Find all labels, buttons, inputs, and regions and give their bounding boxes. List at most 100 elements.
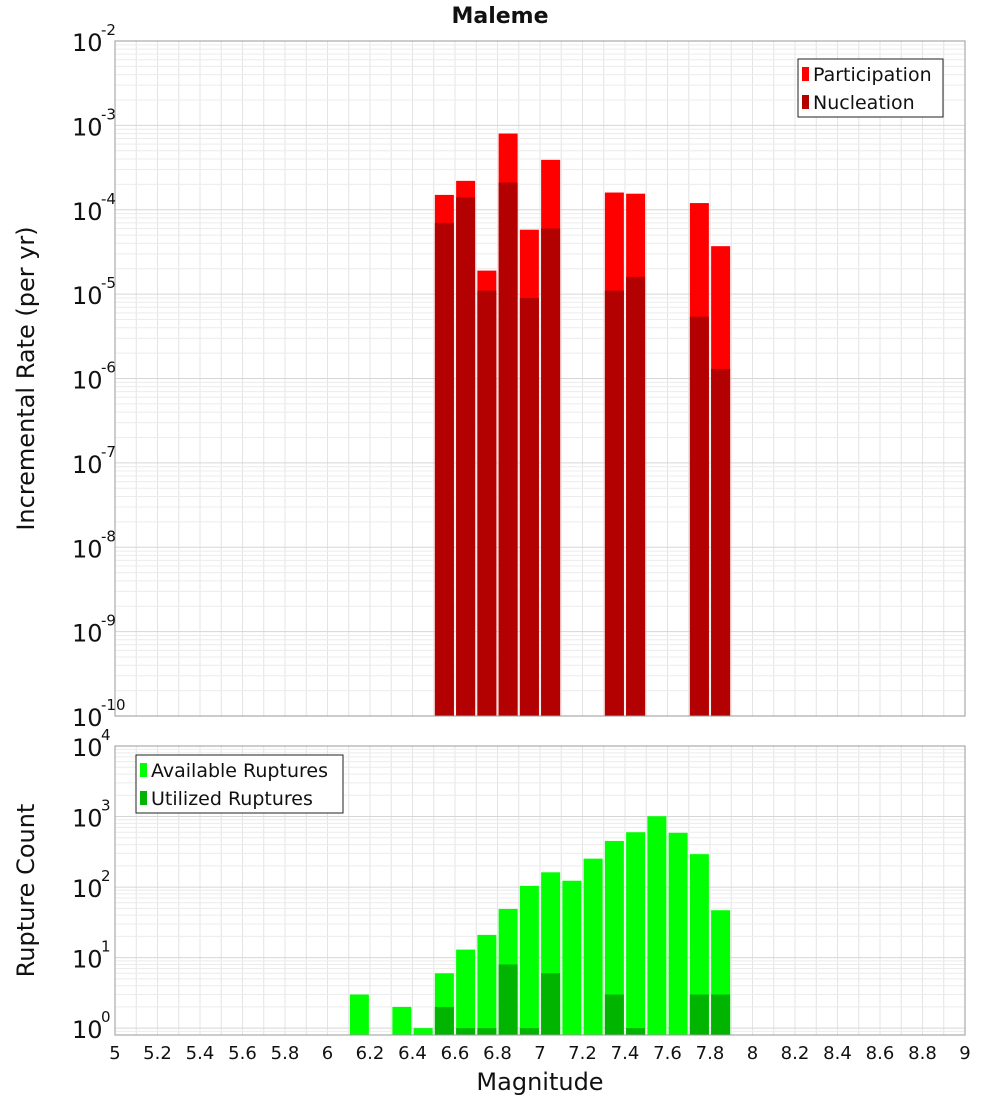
y-tick-label: 10 [72,875,103,903]
x-tick-label: 8.6 [866,1043,895,1064]
x-tick-label: 8 [747,1043,758,1064]
plot-frame-2 [114,745,966,1036]
x-axis-label: Magnitude [476,1068,603,1096]
chart-title: Maleme [451,4,548,29]
plot-frame-1 [114,40,966,717]
bar-utilized-ruptures [477,1028,497,1035]
x-tick-label: 7.4 [611,1043,640,1064]
legend-2: Available Ruptures Utilized Ruptures [135,754,344,814]
bar-utilized-ruptures [689,994,709,1035]
x-tick-label: 7.2 [568,1043,597,1064]
bar-nucleation [689,316,709,716]
bar-utilized-ruptures [626,1028,646,1035]
y-tick-exponent: -9 [101,612,116,630]
y-axis-label: Rupture Count [12,804,40,978]
y-tick-exponent: -8 [101,527,116,545]
bar-available-ruptures [604,840,624,1035]
y-tick-exponent: -10 [101,696,126,714]
x-tick-label: 8.2 [781,1043,810,1064]
y-tick-label: 10 [72,946,103,974]
y-tick-label: 10 [72,734,103,762]
y-tick-exponent: -5 [101,274,116,292]
y-tick-label: 10 [72,535,103,563]
bar-nucleation [519,297,539,716]
x-tick-label: 6.8 [483,1043,512,1064]
bar-available-ruptures [519,885,539,1035]
y-tick-label: 10 [72,29,103,57]
x-tick-label: 5.2 [143,1043,172,1064]
y-tick-label: 10 [72,620,103,648]
bar-available-ruptures [413,1028,433,1035]
bar-utilized-ruptures [604,994,624,1035]
y-tick-label: 10 [72,198,103,226]
y-tick-label: 10 [72,805,103,833]
y-tick-exponent: -2 [101,21,116,39]
x-tick-label: 8.4 [823,1043,852,1064]
y-tick-exponent: 0 [101,1008,111,1026]
x-tick-label: 6.2 [356,1043,385,1064]
y-tick-exponent: 3 [101,797,111,815]
y-tick-exponent: 2 [101,867,111,885]
legend-swatch-nucleation [802,95,809,109]
y-tick-exponent: -3 [101,105,116,123]
legend-label-utilized-ruptures: Utilized Ruptures [151,788,313,810]
bar-utilized-ruptures [711,994,731,1035]
bar-available-ruptures [583,858,603,1035]
y-tick-label: 10 [72,451,103,479]
bar-nucleation [498,182,518,716]
legend-swatch-available-ruptures [140,763,147,777]
x-tick-label: 5.8 [271,1043,300,1064]
bar-nucleation [604,290,624,716]
x-tick-label: 5 [109,1043,120,1064]
x-tick-label: 7.8 [696,1043,725,1064]
y-axis-label: Incremental Rate (per yr) [12,226,40,530]
y-tick-label: 10 [72,367,103,395]
bar-available-ruptures [562,880,582,1035]
grid-1 [114,41,966,717]
bar-utilized-ruptures [519,1028,539,1035]
bar-available-ruptures [456,949,476,1035]
y-tick-exponent: -7 [101,443,116,461]
bar-nucleation [711,368,731,716]
legend-label-nucleation: Nucleation [813,92,915,114]
y-tick-exponent: -4 [101,190,116,208]
bar-available-ruptures [477,934,497,1035]
bar-available-ruptures [689,854,709,1035]
x-tick-label: 7.6 [653,1043,682,1064]
bar-available-ruptures [668,832,688,1035]
bar-nucleation [626,276,646,716]
y-tick-exponent: 4 [101,726,111,744]
bar-available-ruptures [626,832,646,1035]
y-tick-exponent: 1 [101,938,111,956]
legend-1: Participation Nucleation [797,58,944,118]
y-tick-exponent: -6 [101,359,116,377]
x-tick-label: 6 [322,1043,333,1064]
bar-nucleation [477,290,497,716]
bar-nucleation [456,197,476,717]
bar-nucleation [541,228,561,716]
x-tick-label: 9 [959,1043,970,1064]
x-tick-label: 6.6 [441,1043,470,1064]
bar-available-ruptures [392,1006,412,1035]
y-tick-label: 10 [72,1016,103,1044]
bar-utilized-ruptures [541,973,561,1035]
legend-label-participation: Participation [813,64,932,86]
y-tick-label: 10 [72,113,103,141]
bar-utilized-ruptures [456,1028,476,1035]
bar-utilized-ruptures [498,964,518,1035]
legend-swatch-utilized-ruptures [140,791,147,805]
x-tick-label: 7 [534,1043,545,1064]
x-tick-label: 5.6 [228,1043,257,1064]
bar-utilized-ruptures [434,1006,454,1035]
x-tick-label: 8.8 [908,1043,937,1064]
legend-box [135,754,344,814]
bar-available-ruptures [349,994,369,1035]
legend-swatch-participation [802,67,809,81]
bar-available-ruptures [647,816,667,1035]
x-tick-label: 5.4 [186,1043,215,1064]
legend-label-available-ruptures: Available Ruptures [151,760,328,782]
x-tick-label: 6.4 [398,1043,427,1064]
legend-box [797,58,944,118]
